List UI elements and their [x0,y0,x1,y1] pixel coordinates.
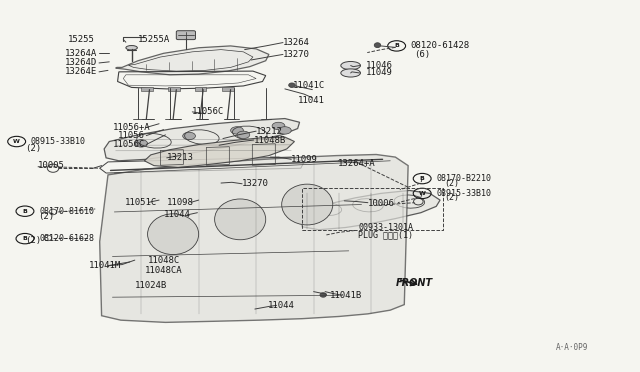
Bar [141,87,153,91]
Text: 10006: 10006 [368,199,395,208]
Circle shape [237,131,250,138]
Text: 13212: 13212 [256,126,283,136]
Text: 10005: 10005 [38,161,65,170]
Text: 11048C: 11048C [148,256,180,265]
Text: 13264D: 13264D [65,58,97,67]
Text: 08915-33B10: 08915-33B10 [31,137,86,146]
Text: 11046: 11046 [366,61,393,70]
Polygon shape [145,137,294,167]
Ellipse shape [282,184,333,225]
Text: A·A·0P9: A·A·0P9 [556,343,588,352]
Text: (2): (2) [444,179,459,187]
Text: 15255: 15255 [68,35,95,44]
Bar [222,87,234,91]
Ellipse shape [148,214,198,254]
Text: 08170-81610: 08170-81610 [39,207,94,216]
Text: (2): (2) [25,144,41,153]
Text: 11056C: 11056C [113,140,145,149]
Ellipse shape [289,83,295,87]
Text: 11041B: 11041B [330,291,362,300]
Text: 11041C: 11041C [293,81,325,90]
Text: 11056: 11056 [118,131,145,140]
Polygon shape [116,46,269,75]
Text: 11041M: 11041M [89,261,121,270]
Ellipse shape [374,43,381,48]
Circle shape [182,132,195,140]
Text: 13264: 13264 [283,38,310,47]
Text: B: B [394,44,399,48]
Ellipse shape [341,69,360,77]
Text: 13264+A: 13264+A [338,159,376,168]
Text: 11048B: 11048B [253,135,286,145]
Text: B: B [22,209,28,214]
Bar [168,87,179,91]
Ellipse shape [126,45,138,50]
Text: 11051C: 11051C [125,198,157,207]
Ellipse shape [320,293,326,297]
Polygon shape [104,119,300,161]
Text: B: B [22,236,28,241]
Text: 15255A: 15255A [138,35,170,44]
Circle shape [135,140,148,147]
Text: 11041: 11041 [298,96,324,105]
Text: (2): (2) [38,212,54,221]
Text: 08120-61628: 08120-61628 [39,234,94,243]
Text: 11044: 11044 [268,301,294,310]
Circle shape [230,127,243,134]
Text: 11024B: 11024B [135,281,167,290]
Text: 13264E: 13264E [65,67,97,76]
Text: (6): (6) [414,50,430,59]
Text: 11048CA: 11048CA [145,266,182,275]
Text: FRONT: FRONT [396,278,433,288]
Ellipse shape [341,61,360,70]
Text: B: B [420,176,424,181]
Text: W: W [419,191,426,196]
Polygon shape [300,190,440,230]
Text: 11056C: 11056C [192,108,225,116]
Circle shape [278,127,291,134]
Text: 11099: 11099 [291,155,318,164]
Bar [195,87,206,91]
Text: PLUG プラグ(1): PLUG プラグ(1) [358,230,413,240]
Text: 11098: 11098 [167,198,194,207]
Polygon shape [100,154,408,323]
Text: 13270: 13270 [283,50,310,59]
Text: (2): (2) [25,236,41,246]
Text: 00933-1301A: 00933-1301A [358,223,413,232]
Text: 11049: 11049 [366,68,393,77]
Text: 11056+A: 11056+A [113,123,150,132]
Text: 08915-33B10: 08915-33B10 [436,189,492,198]
Text: 13270: 13270 [242,179,269,188]
Text: 11044: 11044 [164,211,191,219]
Text: W: W [13,139,20,144]
Text: (2): (2) [444,193,459,202]
FancyBboxPatch shape [176,31,195,39]
Text: 08170-B2210: 08170-B2210 [436,174,492,183]
Text: 08120-61428: 08120-61428 [411,41,470,51]
Circle shape [272,122,285,130]
Text: 13213: 13213 [167,153,194,162]
Text: 13264A: 13264A [65,49,97,58]
Ellipse shape [214,199,266,240]
